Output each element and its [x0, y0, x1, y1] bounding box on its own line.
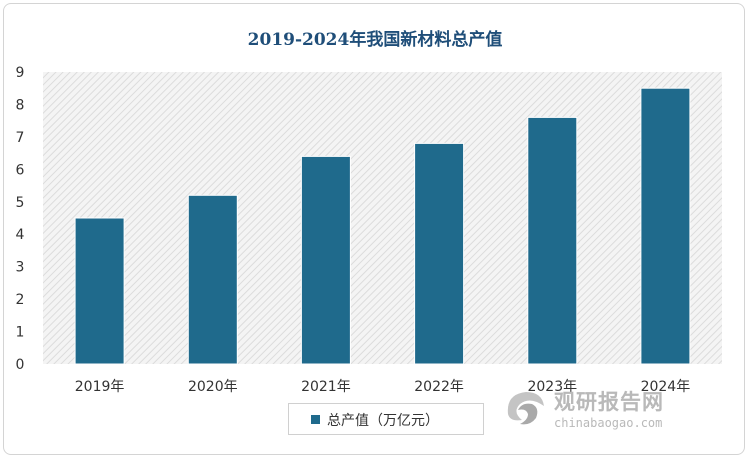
- chart-title: 2019-2024年我国新材料总产值: [247, 30, 503, 50]
- watermark-brand-en: chinabaogao.com: [554, 416, 663, 430]
- y-tick-label: 5: [16, 195, 25, 211]
- y-tick-label: 0: [16, 357, 25, 373]
- y-tick-label: 9: [16, 65, 25, 81]
- y-tick-label: 1: [16, 325, 25, 341]
- legend-label: 总产值（万亿元）: [327, 413, 439, 429]
- x-tick-label: 2023年: [527, 379, 577, 395]
- y-tick-label: 7: [16, 130, 25, 146]
- bar-3: [414, 142, 465, 365]
- plot-area-background: [43, 72, 722, 364]
- y-tick-label: 3: [16, 260, 25, 276]
- y-tick-label: 8: [16, 97, 25, 113]
- bar-4: [527, 116, 578, 365]
- y-tick-label: 2: [16, 292, 25, 308]
- bar-1: [187, 194, 238, 365]
- y-tick-label: 6: [16, 162, 25, 178]
- x-tick-label: 2022年: [414, 379, 464, 395]
- watermark-brand-cn: 观研报告网: [554, 390, 664, 414]
- legend-swatch: [311, 415, 320, 424]
- x-tick-label: 2024年: [641, 379, 691, 395]
- bar-5: [640, 87, 691, 365]
- legend: 总产值（万亿元）: [288, 403, 484, 435]
- x-tick-label: 2021年: [301, 379, 351, 395]
- x-tick-label: 2020年: [188, 379, 238, 395]
- y-tick-label: 4: [16, 227, 25, 243]
- bar-2: [300, 155, 351, 365]
- swirl-logo-icon: [507, 392, 544, 425]
- x-tick-label: 2019年: [75, 379, 125, 395]
- watermark: 观研报告网 chinabaogao.com: [500, 380, 740, 440]
- bar-0: [74, 217, 125, 365]
